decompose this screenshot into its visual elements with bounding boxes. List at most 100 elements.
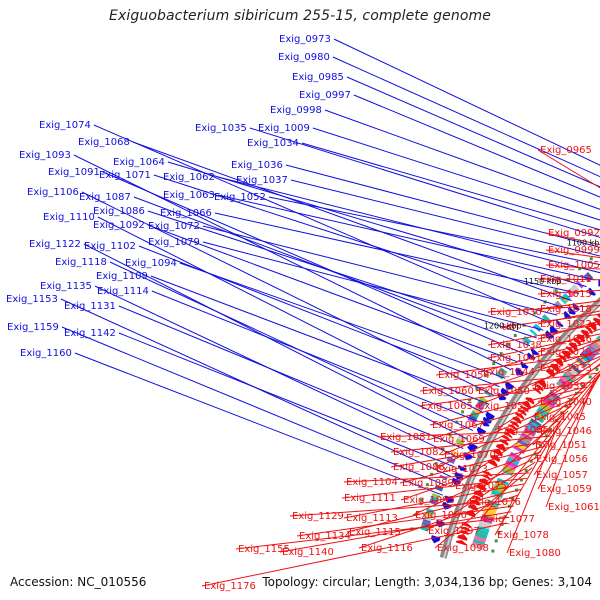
reverse-leader-line xyxy=(537,289,600,295)
reverse-leader-line xyxy=(487,305,600,313)
reverse-leader-line xyxy=(545,264,600,270)
reverse-cog-block xyxy=(494,482,507,491)
reverse-gene xyxy=(515,412,525,420)
reverse-gene xyxy=(505,428,515,436)
scale-label-kbp: 1200 kbp xyxy=(484,322,522,331)
forward-leader-line xyxy=(83,243,469,440)
reverse-gene-label: Exig_1038 xyxy=(490,340,542,351)
reverse-gene-label: Exig_1029 xyxy=(540,347,592,358)
forward-gene-label: Exig_1109 xyxy=(96,271,148,282)
forward-gene-label: Exig_0997 xyxy=(299,90,351,101)
forward-gene-label: Exig_1072 xyxy=(148,221,200,232)
forward-leader-line xyxy=(61,326,447,487)
forward-leader-line xyxy=(97,216,484,414)
reverse-cog-block xyxy=(514,441,528,452)
reverse-gene xyxy=(532,387,542,395)
forward-cog-block xyxy=(571,284,580,293)
reverse-gene-label: Exig_1059 xyxy=(540,484,592,495)
reverse-cog-block xyxy=(538,406,549,415)
reverse-gene-label: Exig_1088 xyxy=(393,462,445,473)
reverse-leader-line xyxy=(537,339,600,369)
outer-tick-dot xyxy=(461,410,465,414)
reverse-gene-label: Exig_1045 xyxy=(534,412,586,423)
reverse-cog-block xyxy=(472,541,485,548)
reverse-gene-label: Exig_1098 xyxy=(437,543,489,554)
forward-gene xyxy=(444,495,455,504)
forward-gene-label: Exig_1062 xyxy=(163,172,215,183)
outer-tick-dot xyxy=(475,386,479,390)
reverse-gene-label: Exig_1033 xyxy=(540,363,592,374)
forward-gene-label: Exig_1153 xyxy=(6,294,58,305)
forward-gene xyxy=(505,381,515,390)
forward-leader-line xyxy=(312,127,600,221)
inner-tick-dot xyxy=(524,469,528,473)
forward-leader-line xyxy=(346,76,600,188)
reverse-gene-label: Exig_1078 xyxy=(497,530,549,541)
accession-footer: Accession: NC_010556 xyxy=(10,575,146,589)
reverse-cog-block xyxy=(473,535,487,543)
forward-cog-block xyxy=(474,402,485,411)
inner-tick-dot xyxy=(491,549,495,553)
scale-label-kbp: 1150 kbp xyxy=(524,277,562,286)
reverse-leader-line xyxy=(441,395,580,456)
forward-gene xyxy=(530,348,540,356)
forward-gene-label: Exig_1118 xyxy=(55,257,107,268)
reverse-leader-line xyxy=(545,232,600,246)
reverse-gene-label: Exig_1057 xyxy=(536,470,588,481)
forward-gene-label: Exig_0998 xyxy=(270,105,322,116)
reverse-cog-block xyxy=(482,513,494,520)
reverse-gene xyxy=(503,432,513,439)
forward-gene xyxy=(520,361,529,369)
reverse-leader-line xyxy=(537,328,600,353)
reverse-cog-block xyxy=(576,357,588,368)
reverse-cog-block xyxy=(496,477,509,486)
forward-gene-label: Exig_1110 xyxy=(43,212,95,223)
reverse-leader-line xyxy=(430,391,584,440)
reverse-gene xyxy=(487,460,498,467)
reverse-gene-label: Exig_1055 xyxy=(497,425,549,436)
reverse-gene-label: Exig_1116 xyxy=(361,543,413,554)
forward-gene xyxy=(515,367,525,376)
reverse-gene-label: Exig_1026 xyxy=(540,334,592,345)
forward-gene xyxy=(588,287,597,296)
outer-tick-dot xyxy=(483,374,487,378)
forward-gene-label: Exig_1036 xyxy=(231,160,283,171)
reverse-leader-line xyxy=(466,410,569,503)
forward-leader-line xyxy=(147,210,537,339)
reverse-gene-label: Exig_1069 xyxy=(433,434,485,445)
reverse-gene-label: Exig_1051 xyxy=(535,440,587,451)
outer-tick-dot xyxy=(419,498,423,502)
reverse-gene-label: Exig_1030 xyxy=(490,307,542,318)
forward-gene-label: Exig_1079 xyxy=(148,237,200,248)
reverse-leader-line xyxy=(412,456,539,516)
outer-tick-dot xyxy=(554,289,558,293)
forward-gene xyxy=(555,319,564,328)
figure-title: Exiguobacterium sibiricum 255-15, comple… xyxy=(109,8,491,24)
reverse-leader-line xyxy=(390,435,551,453)
topology-footer: Topology: circular; Length: 3,034,136 bp… xyxy=(262,575,592,589)
forward-gene-label: Exig_1052 xyxy=(214,192,266,203)
reverse-gene xyxy=(554,358,564,367)
inner-tick-dot xyxy=(511,496,515,500)
forward-leader-line xyxy=(102,171,524,355)
reverse-gene xyxy=(481,474,491,480)
reverse-gene-label: Exig_1095 xyxy=(403,495,455,506)
reverse-leader-line xyxy=(358,494,519,549)
reverse-cog-block xyxy=(562,373,574,384)
forward-leader-line xyxy=(60,298,451,477)
forward-cog-block xyxy=(425,508,435,514)
reverse-cog-block xyxy=(474,531,488,540)
reverse-gene xyxy=(561,350,571,359)
forward-gene xyxy=(549,325,559,334)
reverse-gene-label: Exig_1080 xyxy=(509,548,561,559)
reverse-cog-block xyxy=(527,421,540,431)
forward-gene-label: Exig_1135 xyxy=(40,281,92,292)
reverse-gene xyxy=(455,540,466,546)
reverse-gene-label: Exig_1022 xyxy=(540,319,592,330)
reverse-leader-line xyxy=(537,278,600,281)
forward-cog-block xyxy=(422,518,431,524)
forward-gene-label: Exig_1102 xyxy=(84,241,136,252)
reverse-leader-line xyxy=(419,372,599,392)
